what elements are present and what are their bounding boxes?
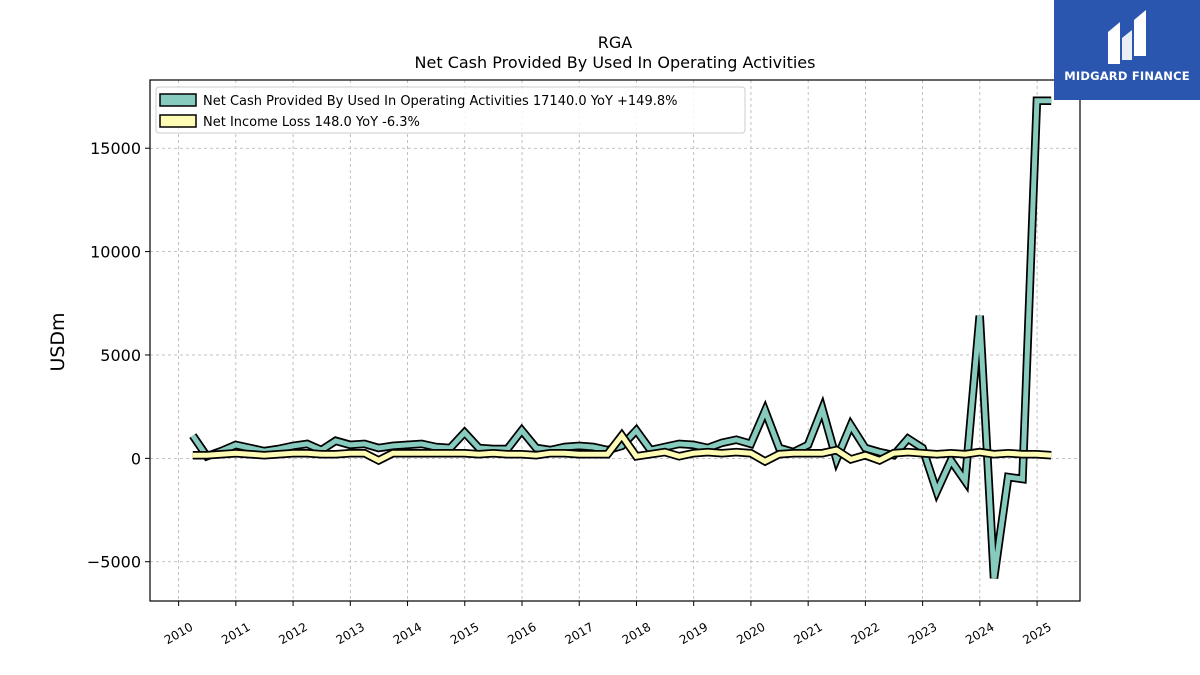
legend-label-net-cash: Net Cash Provided By Used In Operating A… <box>203 94 677 109</box>
chart-title: RGA <box>598 33 633 52</box>
brand-logo: MIDGARD FINANCE <box>1054 0 1200 100</box>
x-tick-label: 2017 <box>563 620 596 647</box>
legend-label-net-income: Net Income Loss 148.0 YoY -6.3% <box>203 115 420 130</box>
x-tick-label: 2011 <box>219 620 252 647</box>
y-axis-label: USDm <box>47 312 69 371</box>
y-tick-label: −5000 <box>87 553 141 572</box>
y-axis: −5000 0 5000 10000 15000 <box>87 139 150 572</box>
x-tick-label: 2024 <box>963 620 996 647</box>
y-tick-label: 15000 <box>90 139 141 158</box>
legend-swatch-net-cash <box>159 93 197 107</box>
x-tick-label: 2021 <box>791 620 824 647</box>
series-line <box>192 431 1052 465</box>
x-tick-label: 2020 <box>734 620 767 647</box>
y-tick-label: 10000 <box>90 243 141 262</box>
logo-mark-icon <box>1108 10 1146 64</box>
grid <box>150 80 1080 601</box>
x-tick-label: 2013 <box>334 620 367 647</box>
chart-subtitle: Net Cash Provided By Used In Operating A… <box>415 53 816 72</box>
x-tick-label: 2018 <box>620 620 653 647</box>
x-tick-label: 2016 <box>505 620 538 647</box>
x-tick-label: 2015 <box>448 620 481 647</box>
logo-wordmark: MIDGARD FINANCE <box>1064 69 1190 83</box>
y-tick-label: 5000 <box>100 346 141 365</box>
series-net-income <box>192 428 1052 467</box>
series-line <box>190 98 1052 579</box>
x-tick-label: 2010 <box>162 620 195 647</box>
x-tick-label: 2022 <box>849 620 882 647</box>
plot-frame <box>149 79 1081 602</box>
x-tick-label: 2025 <box>1020 620 1053 647</box>
x-tick-label: 2014 <box>391 620 424 647</box>
x-tick-label: 2023 <box>906 620 939 647</box>
series-net-cash <box>189 96 1052 579</box>
y-tick-label: 0 <box>131 449 141 468</box>
x-axis: 2010 2011 2012 2013 2014 2015 2016 2017 2018 2019… <box>162 601 1054 647</box>
legend: Net Cash Provided By Used In Operating A… <box>155 86 746 134</box>
x-tick-label: 2019 <box>677 620 710 647</box>
x-tick-label: 2012 <box>276 620 309 647</box>
series-layer <box>189 96 1052 579</box>
legend-box <box>155 86 746 134</box>
legend-swatch-net-income <box>159 114 197 128</box>
